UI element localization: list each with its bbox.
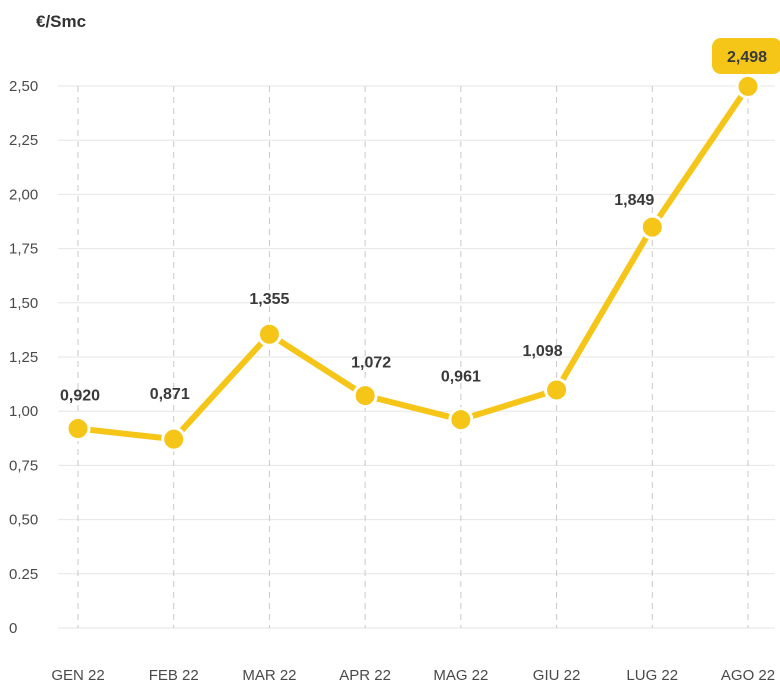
y-tick-label: 0.25 xyxy=(9,566,38,583)
y-tick-label: 2,00 xyxy=(9,186,38,203)
y-tick-label: 0,75 xyxy=(9,457,38,474)
data-label: 0,920 xyxy=(60,388,100,405)
x-tick-label: MAR 22 xyxy=(242,667,296,684)
data-point xyxy=(256,321,282,347)
x-tick-label: GEN 22 xyxy=(51,667,104,684)
data-point xyxy=(544,377,570,403)
x-tick-label: APR 22 xyxy=(339,667,391,684)
y-tick-label: 0 xyxy=(9,620,17,637)
data-label: 2,498 xyxy=(727,49,767,66)
y-axis-unit-label: €/Smc xyxy=(36,12,87,31)
x-tick-label: FEB 22 xyxy=(149,667,199,684)
y-tick-label: 1,50 xyxy=(9,295,38,312)
y-tick-label: 2,25 xyxy=(9,132,38,149)
y-tick-label: 2,50 xyxy=(9,78,38,95)
highlight-label-badge xyxy=(712,38,780,74)
series-line xyxy=(75,83,751,443)
data-point xyxy=(352,383,378,409)
data-point xyxy=(448,407,474,433)
data-label: 0,871 xyxy=(150,386,190,403)
x-tick-label: AGO 22 xyxy=(721,667,775,684)
x-tick-label: LUG 22 xyxy=(626,667,678,684)
y-tick-label: 1,25 xyxy=(9,349,38,366)
data-label: 1,098 xyxy=(523,343,563,360)
data-point xyxy=(65,416,91,442)
data-point xyxy=(161,426,187,452)
x-tick-label: MAG 22 xyxy=(433,667,488,684)
data-point xyxy=(735,73,761,99)
data-label: 1,355 xyxy=(249,291,289,308)
y-tick-label: 1,75 xyxy=(9,241,38,258)
y-tick-label: 0,50 xyxy=(9,512,38,529)
x-tick-label: GIU 22 xyxy=(533,667,581,684)
data-label: 1,072 xyxy=(351,355,391,372)
data-label: 1,849 xyxy=(614,192,654,209)
y-tick-label: 1,00 xyxy=(9,403,38,420)
data-label: 0,961 xyxy=(441,369,481,386)
data-point xyxy=(639,214,665,240)
